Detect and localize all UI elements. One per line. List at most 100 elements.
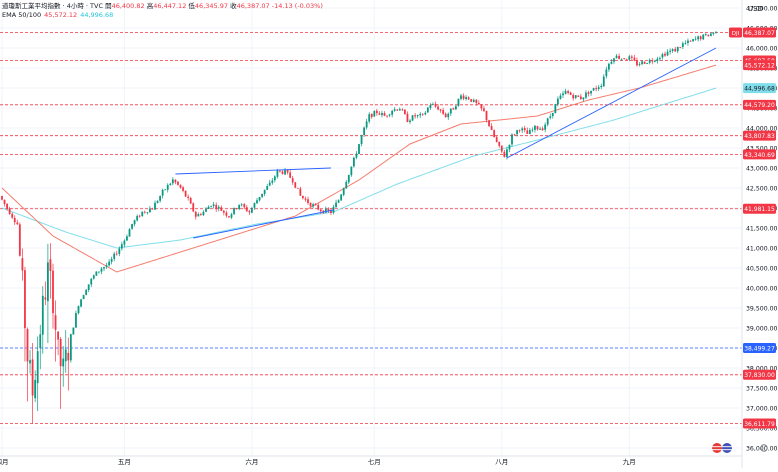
candle-body (228, 216, 230, 218)
price-badge-label: 38,499.27 (744, 345, 775, 352)
candle-body (261, 193, 263, 197)
candle-body (536, 126, 539, 130)
candle-body (248, 211, 251, 213)
price-badge (743, 130, 776, 141)
candle-body (98, 271, 100, 273)
candle-body (373, 111, 376, 117)
flag-icon[interactable] (712, 443, 732, 453)
candle-body (455, 106, 457, 110)
candle-body (266, 186, 269, 190)
settings-icon[interactable] (760, 444, 768, 452)
candle-body (363, 127, 365, 136)
candle-body (490, 126, 493, 131)
candle-body (330, 210, 332, 213)
candle-body (526, 130, 529, 134)
y-tick-label: 41,000.00 (746, 246, 778, 253)
candle-body (381, 113, 383, 116)
candle-body (115, 253, 118, 255)
candle-body (268, 182, 271, 186)
candle-body (169, 183, 172, 186)
candle-body (108, 261, 110, 266)
candle-body (171, 179, 174, 184)
candle-body (636, 60, 638, 66)
candle-body (90, 278, 93, 285)
y-tick-label: 36,000.00 (746, 446, 778, 453)
candle-body (100, 268, 103, 272)
candle-body (327, 208, 330, 211)
candle-body (39, 334, 42, 348)
candle-body (47, 262, 49, 302)
candle-body (151, 208, 154, 210)
candle-body (488, 120, 490, 127)
candle-body (694, 38, 697, 40)
candle-body (671, 49, 674, 52)
candle-body (52, 270, 54, 314)
candle-body (386, 115, 388, 117)
candle-body (554, 104, 557, 114)
symbol-title[interactable]: 道瓊斯工業平均指數 · 4小時 · TVC (2, 2, 103, 10)
candle-body (437, 106, 439, 110)
y-tick-label: 39,000.00 (746, 326, 778, 333)
candle-body (225, 212, 228, 216)
candle-body (358, 144, 360, 154)
candle-body (284, 169, 286, 175)
candle-body (697, 36, 700, 40)
trendline (506, 47, 717, 159)
candle-body (452, 108, 455, 110)
candle-body (674, 48, 677, 52)
symbol-badge-label: DJI (732, 31, 740, 37)
candle-body (467, 97, 470, 100)
x-tick-label: 八月 (495, 458, 508, 466)
candle-body (238, 204, 241, 210)
candle-body (442, 110, 445, 114)
candle-body (194, 211, 197, 217)
y-tick-label: 40,500.00 (746, 266, 778, 273)
candle-body (307, 199, 309, 203)
candle-body (653, 61, 656, 62)
candle-body (291, 178, 294, 183)
candle-body (57, 331, 59, 340)
candle-body (592, 88, 595, 91)
candle-body (49, 259, 52, 272)
candle-body (608, 63, 610, 70)
candle-body (664, 53, 666, 56)
candle-body (123, 240, 126, 245)
candle-body (646, 63, 649, 64)
candle-body (409, 120, 411, 123)
candle-body (314, 203, 317, 206)
candle-body (143, 211, 146, 213)
candle-body (669, 50, 671, 52)
candle-body (419, 113, 422, 116)
candle-body (508, 144, 511, 150)
indicator-name[interactable]: EMA 50/100 (2, 11, 42, 19)
ema50-line (1, 64, 717, 273)
candle-body (643, 61, 646, 64)
y-tick-label: 46,000.00 (746, 46, 778, 53)
trendlines (175, 47, 717, 239)
legend-row-indicator[interactable]: EMA 50/100 45,572.12 44,996.68 (2, 11, 323, 20)
low-label: 低 (188, 2, 195, 10)
candle-body (197, 214, 200, 217)
candle-body (579, 96, 582, 100)
y-tick-label: 37,500.00 (746, 386, 778, 393)
candle-body (342, 188, 345, 195)
candle-body (585, 92, 587, 98)
candle-body (189, 198, 192, 204)
candle-body (439, 109, 442, 111)
candle-body (470, 99, 473, 102)
candle-body (299, 188, 302, 196)
candle-body (416, 115, 419, 117)
candle-body (704, 34, 707, 36)
candle-body (126, 236, 128, 241)
candle-body (574, 95, 577, 98)
close-value: 46,387.07 (236, 2, 270, 10)
candle-body (156, 201, 159, 203)
candle-body (679, 47, 682, 49)
candle-body (149, 208, 151, 213)
candle-body (360, 135, 363, 144)
candle-body (569, 92, 572, 95)
candle-body (447, 113, 450, 118)
candle-body (233, 207, 235, 215)
